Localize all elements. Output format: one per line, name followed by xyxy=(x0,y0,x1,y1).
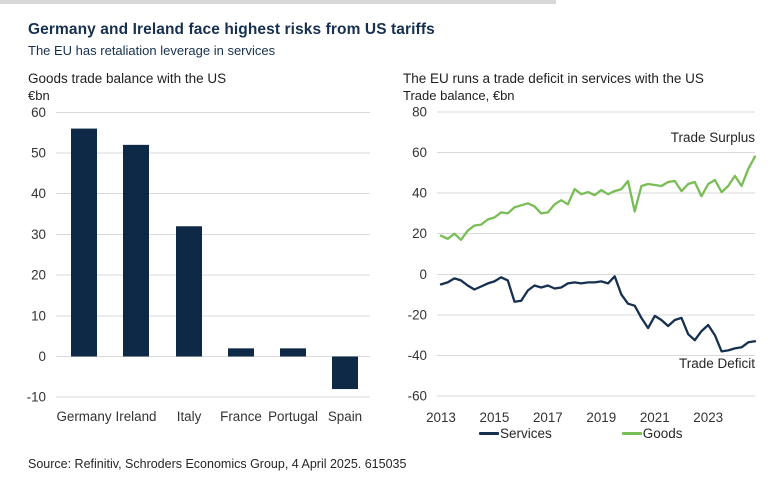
bar-germany xyxy=(71,128,97,357)
right-chart-title: The EU runs a trade deficit in services … xyxy=(403,71,704,86)
legend-item-services: Services xyxy=(479,426,552,441)
left-y-tick-label: 10 xyxy=(31,308,46,323)
left-y-tick-label: 20 xyxy=(31,268,46,283)
source-note: Source: Refinitiv, Schroders Economics G… xyxy=(28,457,407,471)
left-x-category-label: France xyxy=(220,409,262,424)
trade-deficit-annotation: Trade Deficit xyxy=(678,356,755,371)
bar-portugal xyxy=(280,348,306,357)
right-y-tick-label: -40 xyxy=(408,348,427,363)
left-chart-unit-label: €bn xyxy=(28,88,50,103)
left-y-tick-label: 60 xyxy=(31,105,46,120)
right-chart-unit-label: Trade balance, €bn xyxy=(403,88,515,103)
trade-surplus-annotation: Trade Surplus xyxy=(670,130,755,145)
left-y-tick-label: 0 xyxy=(39,349,46,364)
right-y-tick-label: 60 xyxy=(412,145,427,160)
right-x-tick-label: 2019 xyxy=(586,410,616,425)
right-y-tick-label: -60 xyxy=(408,389,427,404)
figure-title: Germany and Ireland face highest risks f… xyxy=(28,21,435,38)
right-y-tick-label: 20 xyxy=(412,226,427,241)
legend-label-services: Services xyxy=(500,426,552,441)
left-y-tick-label: -10 xyxy=(27,390,46,405)
left-x-category-label: Ireland xyxy=(116,409,157,424)
top-edge-decoration xyxy=(0,0,556,4)
left-x-category-label: Germany xyxy=(56,409,111,424)
left-y-tick-label: 30 xyxy=(31,227,46,242)
left-y-tick-label: 40 xyxy=(31,186,46,201)
right-y-tick-label: 40 xyxy=(412,186,427,201)
left-chart-title: Goods trade balance with the US xyxy=(28,71,227,86)
figure-subtitle: The EU has retaliation leverage in servi… xyxy=(28,43,276,58)
bar-italy xyxy=(176,226,202,357)
right-y-tick-label: -20 xyxy=(408,307,427,322)
legend-item-goods: Goods xyxy=(621,426,683,441)
right-x-tick-label: 2023 xyxy=(693,410,723,425)
left-x-category-label: Spain xyxy=(328,409,362,424)
right-x-tick-label: 2017 xyxy=(533,410,563,425)
goods-line xyxy=(439,155,757,241)
right-y-tick-label: 80 xyxy=(412,104,427,119)
services-line-marker xyxy=(479,432,499,435)
goods-line-marker xyxy=(621,432,642,435)
left-x-category-label: Italy xyxy=(177,409,202,424)
bar-ireland xyxy=(123,144,149,357)
left-x-category-label: Portugal xyxy=(268,409,318,424)
right-y-tick-label: 0 xyxy=(420,267,427,282)
bar-france xyxy=(228,348,254,357)
services-line xyxy=(439,275,757,353)
legend-label-goods: Goods xyxy=(642,426,683,441)
right-x-tick-label: 2013 xyxy=(426,410,456,425)
bar-spain xyxy=(332,356,358,390)
legend: Services Goods xyxy=(479,426,683,441)
right-x-tick-label: 2021 xyxy=(640,410,670,425)
left-y-tick-label: 50 xyxy=(31,146,46,161)
right-x-tick-label: 2015 xyxy=(480,410,510,425)
